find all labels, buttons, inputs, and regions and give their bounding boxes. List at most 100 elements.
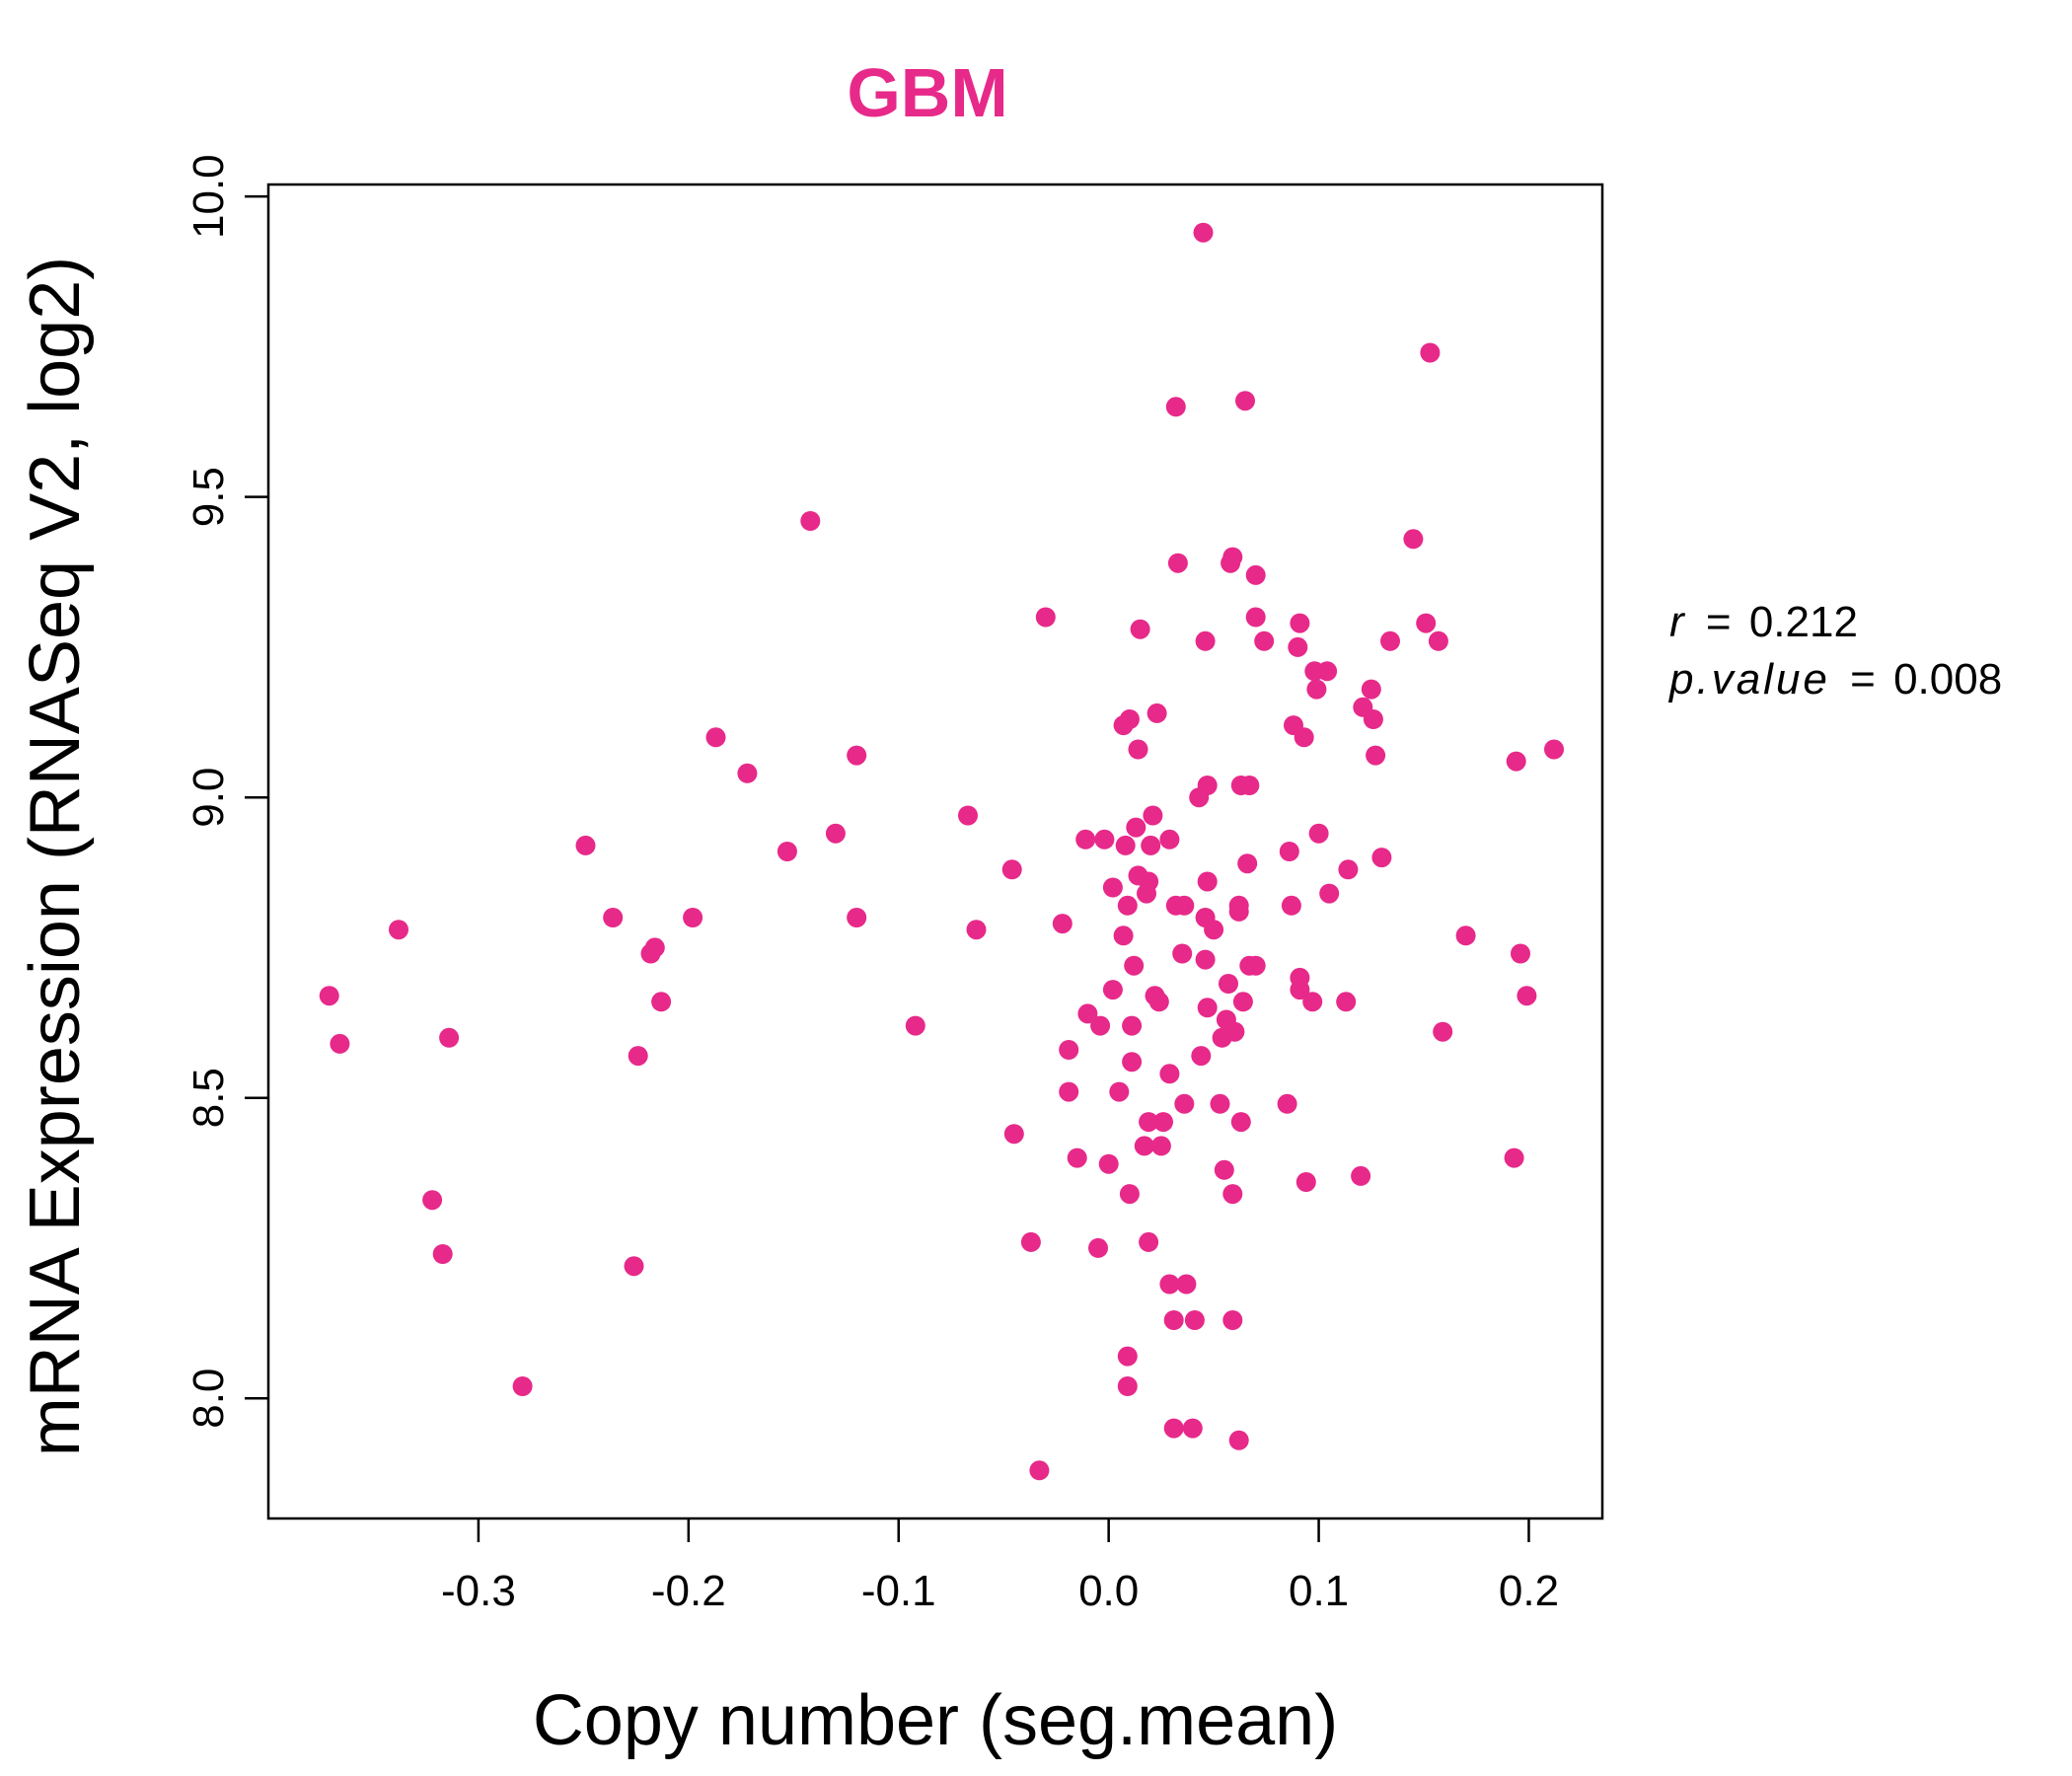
data-point <box>1416 613 1437 633</box>
stat-r-label: r <box>1669 598 1686 646</box>
data-point <box>1504 1147 1524 1168</box>
data-point <box>825 823 846 844</box>
data-point <box>1191 1046 1212 1067</box>
data-point <box>1098 1153 1119 1174</box>
data-point <box>1077 1003 1098 1024</box>
data-point <box>1147 703 1167 723</box>
data-point <box>1137 883 1156 904</box>
data-point <box>1338 859 1359 880</box>
data-point <box>1237 853 1258 874</box>
data-point <box>1088 1237 1108 1258</box>
data-point <box>1124 955 1145 976</box>
data-point <box>651 992 672 1012</box>
stat-p-label: p.value <box>1667 655 1830 703</box>
x-tick-label: 0.2 <box>1499 1567 1559 1615</box>
data-point <box>1214 1159 1234 1180</box>
data-point <box>1115 835 1136 855</box>
x-axis: -0.3 -0.2 -0.1 0.0 0.1 0.2 <box>441 1518 1559 1615</box>
data-point <box>1371 848 1392 868</box>
data-point <box>1122 1052 1143 1073</box>
data-point <box>439 1027 460 1048</box>
data-point <box>1230 776 1251 795</box>
data-point <box>1182 1418 1203 1439</box>
stat-r: r = 0.212 <box>1669 598 1858 646</box>
data-point <box>1150 1136 1171 1156</box>
x-axis-label: Copy number (seg.mean) <box>533 1681 1338 1760</box>
data-point <box>1212 1027 1232 1048</box>
data-point <box>628 1046 648 1067</box>
data-point <box>1119 709 1140 729</box>
data-point <box>683 908 703 927</box>
data-point <box>1119 1184 1140 1205</box>
y-axis: 8.0 8.5 9.0 9.5 10.0 <box>185 154 268 1429</box>
data-point <box>1197 998 1218 1018</box>
data-point <box>1361 679 1381 700</box>
data-point <box>1165 397 1186 417</box>
x-tick-label: -0.1 <box>861 1567 936 1615</box>
data-point <box>1139 1231 1159 1252</box>
data-point <box>1506 751 1526 772</box>
stats-annotation: r = 0.212 p.value = 0.008 <box>1667 598 2002 703</box>
data-point <box>1232 992 1253 1012</box>
data-point <box>958 805 978 826</box>
data-point <box>1148 992 1169 1012</box>
data-point <box>1317 661 1338 682</box>
data-point <box>1222 1184 1243 1205</box>
data-point <box>624 1256 644 1277</box>
stat-r-value: 0.212 <box>1749 598 1858 646</box>
data-point <box>1094 829 1115 850</box>
data-point <box>1380 630 1400 651</box>
data-point <box>1139 1112 1159 1133</box>
data-point <box>1163 1310 1184 1330</box>
plot-frame <box>266 183 1604 1520</box>
data-point <box>1288 636 1308 657</box>
x-tick-label: 0.0 <box>1078 1567 1139 1615</box>
y-axis-label: mRNA Expression (RNASeq V2, log2) <box>16 257 95 1456</box>
data-point <box>1195 949 1216 970</box>
data-point <box>1428 630 1448 651</box>
data-point <box>512 1376 533 1396</box>
data-point <box>1228 1430 1249 1450</box>
data-point <box>1075 829 1096 850</box>
data-point <box>640 943 661 964</box>
stat-p-value: 0.008 <box>1893 655 2002 703</box>
data-point <box>1126 817 1147 838</box>
y-tick-label: 9.5 <box>185 467 233 527</box>
data-point <box>1294 727 1314 748</box>
data-point <box>1052 914 1073 934</box>
data-point <box>389 920 408 940</box>
data-point <box>330 1033 350 1054</box>
data-point <box>1153 1112 1173 1133</box>
data-point <box>777 842 797 861</box>
data-point <box>1281 895 1301 916</box>
data-point <box>1159 829 1180 850</box>
data-point <box>1134 1136 1154 1156</box>
data-point <box>1455 925 1476 946</box>
y-tick-label: 9.0 <box>185 768 233 828</box>
data-point <box>1189 787 1210 808</box>
y-tick-label: 8.5 <box>185 1068 233 1128</box>
data-point <box>1245 607 1266 628</box>
x-tick-label: 0.1 <box>1289 1567 1349 1615</box>
data-point <box>1544 739 1564 760</box>
data-point <box>1228 901 1249 922</box>
data-point <box>1184 1310 1205 1330</box>
data-point <box>1366 745 1386 766</box>
data-point <box>1067 1147 1087 1168</box>
data-point <box>1403 529 1424 550</box>
data-point <box>800 511 821 531</box>
data-point <box>432 1244 453 1264</box>
data-point <box>1245 564 1266 585</box>
stat-p-equals: = <box>1850 655 1876 703</box>
data-point <box>1363 709 1383 729</box>
data-point <box>1254 630 1275 651</box>
data-point <box>1130 619 1150 639</box>
data-point <box>603 908 624 927</box>
data-point <box>1090 1015 1111 1036</box>
data-point <box>1511 943 1530 964</box>
data-point <box>1174 1093 1195 1114</box>
data-point <box>1117 1376 1138 1396</box>
data-point <box>1433 1021 1453 1042</box>
data-point <box>1351 1165 1371 1186</box>
